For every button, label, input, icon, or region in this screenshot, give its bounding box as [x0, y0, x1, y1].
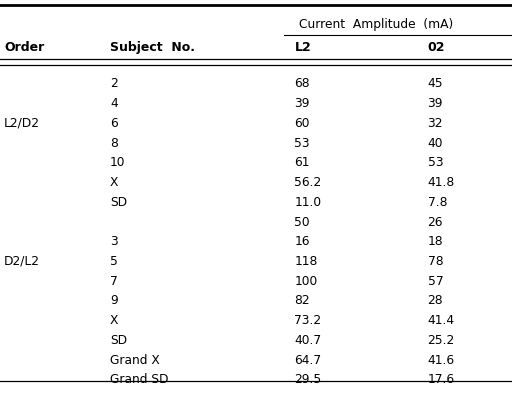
Text: 8: 8	[110, 137, 118, 149]
Text: 50: 50	[294, 216, 310, 228]
Text: 118: 118	[294, 255, 318, 268]
Text: 40.7: 40.7	[294, 334, 322, 347]
Text: 60: 60	[294, 117, 310, 130]
Text: 100: 100	[294, 275, 317, 288]
Text: 17.6: 17.6	[428, 374, 455, 386]
Text: 29.5: 29.5	[294, 374, 322, 386]
Text: 5: 5	[110, 255, 118, 268]
Text: 53: 53	[428, 156, 443, 169]
Text: 61: 61	[294, 156, 310, 169]
Text: 02: 02	[428, 41, 445, 54]
Text: 7: 7	[110, 275, 118, 288]
Text: SD: SD	[110, 334, 127, 347]
Text: 16: 16	[294, 235, 310, 248]
Text: Order: Order	[4, 41, 45, 54]
Text: 41.8: 41.8	[428, 176, 455, 189]
Text: 39: 39	[294, 97, 310, 110]
Text: 39: 39	[428, 97, 443, 110]
Text: 28: 28	[428, 294, 443, 307]
Text: Grand SD: Grand SD	[110, 374, 168, 386]
Text: 6: 6	[110, 117, 118, 130]
Text: 53: 53	[294, 137, 310, 149]
Text: 64.7: 64.7	[294, 354, 322, 367]
Text: Grand X: Grand X	[110, 354, 160, 367]
Text: 3: 3	[110, 235, 118, 248]
Text: 10: 10	[110, 156, 125, 169]
Text: 73.2: 73.2	[294, 314, 322, 327]
Text: Current  Amplitude  (mA): Current Amplitude (mA)	[299, 18, 454, 31]
Text: 4: 4	[110, 97, 118, 110]
Text: 25.2: 25.2	[428, 334, 455, 347]
Text: 32: 32	[428, 117, 443, 130]
Text: SD: SD	[110, 196, 127, 209]
Text: D2/L2: D2/L2	[4, 255, 40, 268]
Text: 9: 9	[110, 294, 118, 307]
Text: 26: 26	[428, 216, 443, 228]
Text: L2/D2: L2/D2	[4, 117, 40, 130]
Text: 68: 68	[294, 77, 310, 90]
Text: X: X	[110, 176, 118, 189]
Text: 41.6: 41.6	[428, 354, 455, 367]
Text: 18: 18	[428, 235, 443, 248]
Text: Subject  No.: Subject No.	[110, 41, 195, 54]
Text: 45: 45	[428, 77, 443, 90]
Text: 11.0: 11.0	[294, 196, 322, 209]
Text: 41.4: 41.4	[428, 314, 455, 327]
Text: X: X	[110, 314, 118, 327]
Text: 56.2: 56.2	[294, 176, 322, 189]
Text: 57: 57	[428, 275, 443, 288]
Text: 78: 78	[428, 255, 443, 268]
Text: 7.8: 7.8	[428, 196, 447, 209]
Text: 2: 2	[110, 77, 118, 90]
Text: 82: 82	[294, 294, 310, 307]
Text: L2: L2	[294, 41, 311, 54]
Text: 40: 40	[428, 137, 443, 149]
